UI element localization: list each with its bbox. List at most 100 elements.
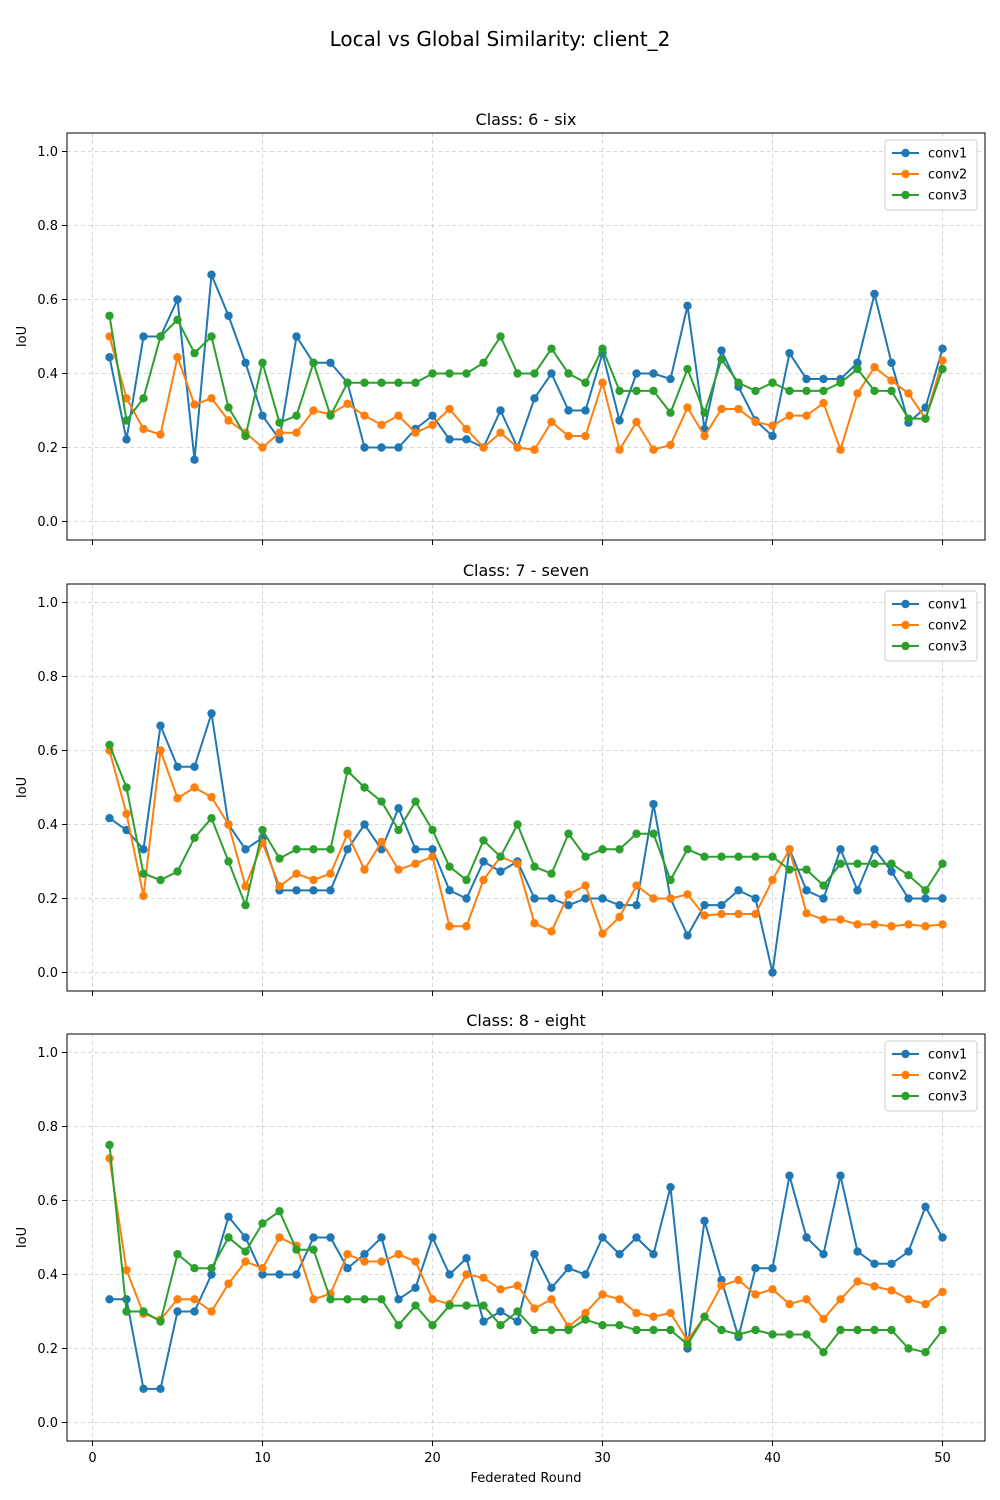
data-point-conv2 [462,922,471,931]
data-point-conv1 [751,1264,760,1273]
data-point-conv3 [224,857,233,866]
data-point-conv3 [819,1348,828,1357]
data-point-conv3 [360,783,369,792]
legend-swatch-marker [901,599,910,609]
data-point-conv2 [428,1295,437,1304]
data-point-conv3 [564,1325,573,1335]
series-line-conv2 [108,749,943,935]
data-point-conv2 [547,1295,556,1304]
data-point-conv3 [666,1325,675,1335]
data-point-conv3 [479,836,488,845]
data-point-conv1 [870,1259,879,1268]
data-point-conv3 [122,783,131,792]
data-point-conv1 [768,968,777,977]
data-point-conv3 [836,378,845,387]
data-point-conv1 [853,358,862,367]
legend-label: conv1 [928,1048,967,1063]
data-point-conv3 [683,1340,692,1349]
legend-entry-conv2: conv2 [892,1069,967,1084]
data-point-conv2 [445,922,454,931]
legend: conv1 conv2 conv3 [884,1040,978,1112]
data-point-conv3 [513,369,522,378]
data-point-conv2 [819,1314,828,1324]
data-point-conv3 [904,414,913,423]
data-point-conv2 [530,1304,539,1313]
data-point-conv3 [632,386,641,396]
data-point-conv3 [326,1295,335,1304]
data-point-conv1 [615,900,624,910]
data-point-conv3 [496,1320,505,1330]
data-point-conv2 [530,919,539,928]
legend-swatch-marker [901,190,910,200]
data-point-conv3 [326,411,335,420]
data-point-conv2 [649,1312,658,1321]
data-point-conv3 [275,1207,284,1216]
data-point-conv1 [683,301,692,310]
y-axis-label: IoU [15,1227,30,1248]
y-tick-label: 0.8 [37,219,58,234]
data-point-conv3 [615,845,624,854]
data-point-conv1 [428,411,437,420]
data-point-conv2 [173,1295,182,1304]
data-point-conv1 [258,411,267,420]
data-point-conv3 [207,1264,216,1273]
data-point-conv1 [717,346,726,355]
data-point-conv3 [819,881,828,890]
data-point-conv3 [207,814,216,823]
data-point-conv1 [513,1317,522,1326]
data-point-conv2 [445,404,454,414]
data-point-conv2 [785,845,794,854]
data-point-conv2 [394,1249,403,1259]
data-point-conv2 [122,394,131,403]
series-line-conv1 [109,1174,944,1390]
data-point-conv1 [343,1264,352,1273]
data-point-conv3 [768,1330,777,1339]
data-point-conv1 [105,814,114,823]
x-tick-label: 40 [764,1451,781,1466]
data-point-conv2 [666,440,675,450]
data-point-conv2 [275,1233,284,1242]
data-point-conv2 [751,909,760,919]
data-point-conv1 [479,1317,488,1326]
data-point-conv1 [428,845,437,854]
series-conv3 [105,1140,947,1357]
data-point-conv1 [564,900,573,910]
data-point-conv3 [224,403,233,412]
data-point-conv2 [173,353,182,362]
legend-label: conv2 [928,1069,967,1084]
data-point-conv2 [122,1265,131,1275]
data-point-conv1 [598,894,607,903]
data-point-conv1 [326,1233,335,1242]
data-point-conv3 [428,825,437,835]
data-point-conv1 [496,867,505,876]
data-point-conv2 [309,1295,318,1304]
data-point-conv3 [258,1219,267,1228]
data-point-conv1 [309,886,318,895]
data-point-conv3 [683,845,692,854]
data-point-conv3 [904,1344,913,1353]
data-point-conv2 [700,431,709,441]
data-point-conv3 [173,315,182,325]
panel-2: Class: 7 - seven 0.0 0.2 0.4 0.6 0.8 1.0 IoU con… [15,561,986,996]
data-point-conv1 [360,443,369,452]
data-point-conv2 [615,445,624,454]
data-point-conv3 [309,1245,318,1254]
data-point-conv1 [649,1249,658,1259]
data-point-conv2 [479,443,488,452]
data-point-conv1 [462,1254,471,1263]
data-point-conv2 [649,445,658,454]
data-point-conv1 [190,455,199,464]
data-point-conv3 [105,311,114,320]
data-point-conv3 [836,1325,845,1335]
data-point-conv3 [343,766,352,776]
data-point-conv3 [411,797,420,806]
data-point-conv3 [666,875,675,885]
data-point-conv1 [683,931,692,940]
data-point-conv1 [377,443,386,452]
data-point-conv3 [445,369,454,378]
data-point-conv2 [326,869,335,878]
data-point-conv2 [462,424,471,434]
data-point-conv3 [581,852,590,861]
data-point-conv2 [496,1285,505,1294]
data-point-conv1 [530,394,539,403]
